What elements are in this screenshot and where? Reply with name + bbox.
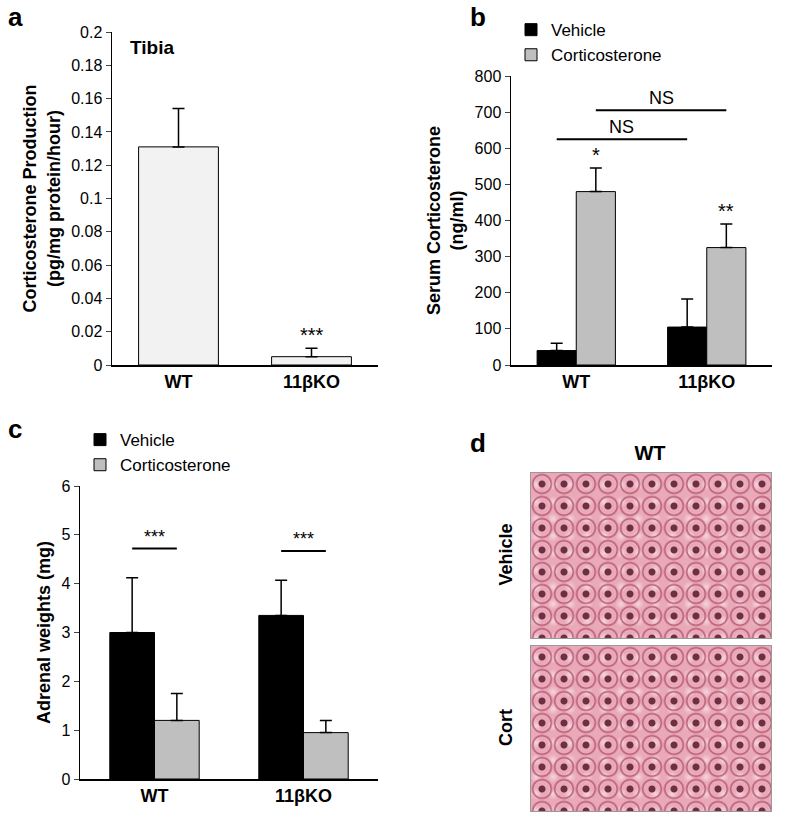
svg-text:6: 6 [61, 478, 70, 495]
svg-text:500: 500 [475, 176, 502, 193]
html-text:Cort: Cort [495, 708, 516, 746]
html-text:Vehicle: Vehicle [495, 523, 516, 585]
svg-text:WT: WT [165, 372, 193, 392]
svg-text:***: *** [300, 324, 324, 346]
svg-text:0.2: 0.2 [80, 24, 102, 41]
svg-text:0.14: 0.14 [71, 123, 102, 140]
svg-text:100: 100 [475, 320, 502, 337]
svg-text:700: 700 [475, 104, 502, 121]
svg-text:0: 0 [492, 357, 501, 374]
svg-text:0: 0 [93, 357, 102, 374]
html-text:a: a [8, 2, 23, 32]
svg-text:3: 3 [61, 624, 70, 641]
svg-text:2: 2 [61, 673, 70, 690]
svg-text:0.02: 0.02 [71, 323, 102, 340]
svg-text:0.18: 0.18 [71, 57, 102, 74]
svg-text:400: 400 [475, 212, 502, 229]
html-text:WT: WT [634, 442, 666, 464]
svg-text:11βKO: 11βKO [678, 372, 735, 392]
svg-text:WT: WT [141, 786, 169, 806]
svg-text:600: 600 [475, 140, 502, 157]
svg-text:0.16: 0.16 [71, 90, 102, 107]
svg-text:300: 300 [475, 248, 502, 265]
svg-text:5: 5 [61, 526, 70, 543]
svg-text:Vehicle: Vehicle [120, 431, 175, 450]
svg-text:0.12: 0.12 [71, 157, 102, 174]
svg-text:200: 200 [475, 284, 502, 301]
html-text:c: c [8, 414, 23, 444]
svg-text:Serum Corticosterone(ng/ml): Serum Corticosterone(ng/ml) [424, 126, 467, 315]
svg-text:0.04: 0.04 [71, 290, 102, 307]
svg-text:Adrenal weights (mg): Adrenal weights (mg) [34, 541, 54, 724]
svg-text:*: * [592, 144, 600, 166]
svg-text:800: 800 [475, 68, 502, 85]
svg-text:Tibia: Tibia [130, 37, 174, 58]
svg-text:11βKO: 11βKO [283, 372, 340, 392]
html-text:d: d [470, 428, 486, 458]
svg-text:1: 1 [61, 722, 70, 739]
svg-text:Corticosterone: Corticosterone [120, 456, 231, 475]
html-text:b: b [470, 2, 486, 32]
svg-text:0.1: 0.1 [80, 190, 102, 207]
svg-text:NS: NS [609, 117, 634, 137]
svg-text:***: *** [144, 527, 165, 547]
svg-text:NS: NS [649, 88, 674, 108]
svg-text:***: *** [293, 529, 314, 549]
svg-text:Vehicle: Vehicle [551, 21, 606, 40]
svg-text:Corticosterone Production(pg/m: Corticosterone Production(pg/mg protein/… [20, 84, 63, 312]
svg-text:**: ** [718, 200, 734, 222]
svg-text:4: 4 [61, 575, 70, 592]
svg-text:WT: WT [562, 372, 590, 392]
svg-text:0.08: 0.08 [71, 223, 102, 240]
svg-text:Corticosterone: Corticosterone [551, 46, 662, 65]
svg-text:0: 0 [61, 771, 70, 788]
svg-text:11βKO: 11βKO [275, 786, 332, 806]
svg-text:0.06: 0.06 [71, 257, 102, 274]
